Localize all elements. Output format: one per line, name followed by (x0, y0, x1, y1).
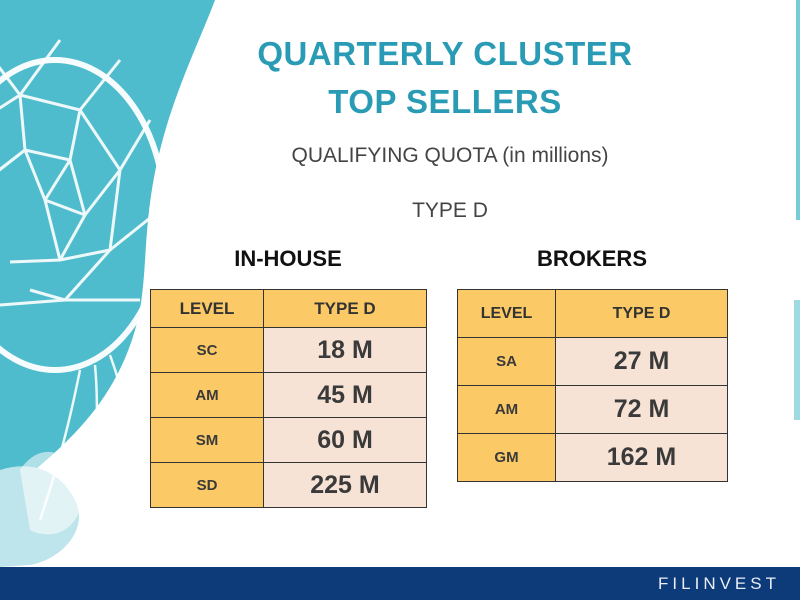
right-edge-streak (796, 0, 800, 220)
page-title-line-1: QUARTERLY CLUSTER (257, 35, 633, 72)
inhouse-section-title: IN-HOUSE (234, 246, 342, 271)
column-header-level: LEVEL (150, 289, 264, 328)
type-label: TYPE D (412, 199, 488, 222)
table-row: SM 60 M (150, 417, 427, 463)
quota-subtitle: QUALIFYING QUOTA (in millions) (291, 144, 609, 167)
web-lines (0, 39, 161, 307)
page-title-line-2: TOP SELLERS (328, 83, 562, 120)
filinvest-logo: FILINVEST (658, 574, 780, 593)
quota-value-cell: 27 M (555, 337, 728, 386)
quota-value-cell: 45 M (263, 372, 427, 418)
quota-value-cell: 72 M (555, 385, 728, 434)
column-header-level: LEVEL (457, 289, 556, 338)
level-cell: AM (150, 372, 264, 418)
level-cell: SD (150, 462, 264, 508)
brokers-section-title: BROKERS (536, 246, 647, 271)
table-header-row: LEVEL TYPE D (150, 289, 427, 328)
brokers-quota-table: LEVEL TYPE D SA 27 M AM 72 M GM 162 M (457, 289, 728, 482)
table-row: AM 45 M (150, 372, 427, 418)
column-header-type: TYPE D (555, 289, 728, 338)
right-edge-streak (794, 300, 800, 420)
quota-value-cell: 18 M (263, 327, 427, 373)
quota-value-cell: 225 M (263, 462, 427, 508)
level-cell: AM (457, 385, 556, 434)
hoop-ring (0, 57, 168, 373)
level-cell: GM (457, 433, 556, 482)
level-cell: SC (150, 327, 264, 373)
inhouse-quota-table: LEVEL TYPE D SC 18 M AM 45 M SM 60 M SD … (150, 289, 427, 508)
feather-shapes (20, 451, 141, 535)
table-row: SA 27 M (457, 337, 728, 386)
table-row: AM 72 M (457, 385, 728, 434)
level-cell: SA (457, 337, 556, 386)
quota-value-cell: 60 M (263, 417, 427, 463)
column-header-type: TYPE D (263, 289, 427, 328)
level-cell: SM (150, 417, 264, 463)
table-row: SD 225 M (150, 462, 427, 508)
table-row: SC 18 M (150, 327, 427, 373)
footer-bar: FILINVEST (0, 567, 800, 600)
table-row: GM 162 M (457, 433, 728, 482)
table-header-row: LEVEL TYPE D (457, 289, 728, 338)
quota-value-cell: 162 M (555, 433, 728, 482)
